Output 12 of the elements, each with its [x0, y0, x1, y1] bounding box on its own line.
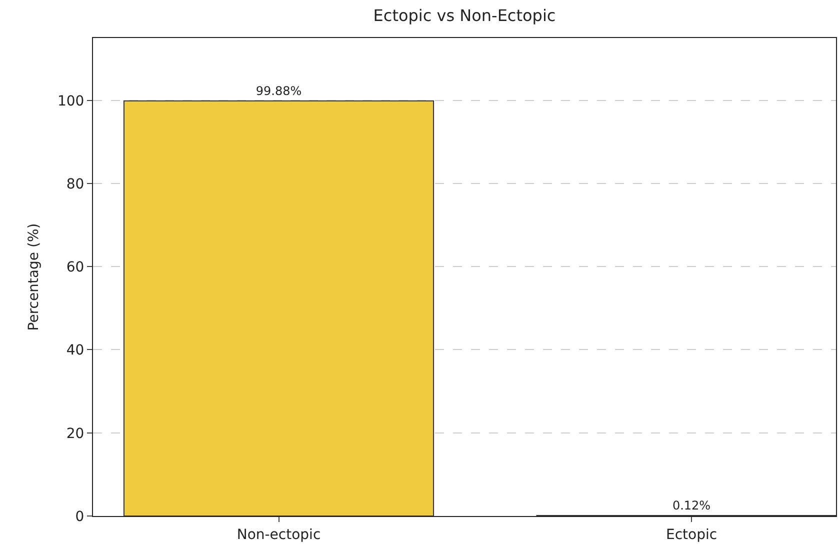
y-tick-label: 20 — [66, 426, 84, 442]
chart-title: Ectopic vs Non-Ectopic — [373, 6, 556, 26]
y-tick-label: 0 — [75, 508, 84, 525]
y-tick-label: 80 — [66, 176, 84, 192]
x-tick-label: Non-ectopic — [236, 526, 321, 543]
data-label: 99.88% — [256, 84, 302, 98]
data-label: 0.12% — [672, 498, 711, 512]
y-axis-title: Percentage (%) — [26, 223, 42, 331]
x-tick-label: Ectopic — [666, 526, 718, 543]
y-tick-label: 40 — [66, 342, 84, 359]
y-tick-label: 100 — [57, 93, 84, 110]
y-tick-label: 60 — [66, 260, 84, 276]
